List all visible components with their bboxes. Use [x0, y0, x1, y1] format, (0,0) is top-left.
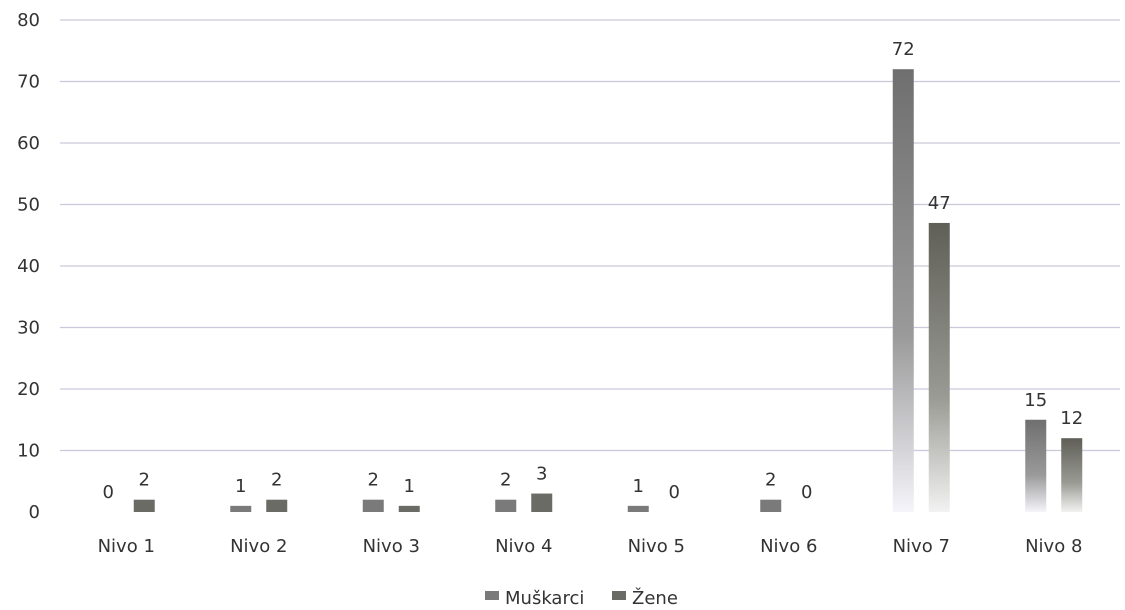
x-category-label: Nivo 4 [495, 536, 552, 557]
y-tick-label: 80 [17, 10, 40, 31]
data-label: 0 [103, 482, 114, 503]
data-label: 2 [500, 470, 511, 491]
data-label: 3 [536, 464, 547, 485]
gridlines [60, 19, 1120, 452]
legend-label: Muškarci [505, 588, 584, 609]
data-label: 2 [368, 470, 379, 491]
x-category-label: Nivo 2 [230, 536, 287, 557]
data-label: 2 [765, 470, 776, 491]
x-category-label: Nivo 7 [893, 536, 950, 557]
data-label: 0 [801, 482, 812, 503]
bar-zene [1061, 438, 1083, 512]
bar-muskarci [230, 505, 252, 512]
bars [133, 69, 1083, 512]
bar-muskarci [627, 505, 649, 512]
y-tick-label: 70 [17, 72, 40, 93]
data-label: 0 [669, 482, 680, 503]
legend-swatch [485, 591, 499, 600]
data-label: 15 [1024, 390, 1047, 411]
y-axis-ticks: 0 10 20 30 40 50 60 70 80 [17, 10, 40, 523]
bar-zene [133, 499, 155, 512]
x-axis-categories: Nivo 1 Nivo 2 Nivo 3 Nivo 4 Nivo 5 Nivo 6 Nivo… [98, 536, 1083, 557]
data-label: 1 [404, 476, 415, 497]
bar-zene [928, 222, 950, 512]
x-category-label: Nivo 8 [1025, 536, 1082, 557]
bar-muskarci [495, 499, 517, 512]
data-label: 2 [271, 470, 282, 491]
data-label: 1 [633, 476, 644, 497]
y-tick-label: 0 [29, 502, 40, 523]
data-label: 12 [1060, 408, 1083, 429]
data-label: 1 [235, 476, 246, 497]
bar-muskarci [1025, 419, 1047, 512]
data-label: 2 [139, 470, 150, 491]
x-category-label: Nivo 1 [98, 536, 155, 557]
data-label: 72 [892, 39, 915, 60]
bar-zene [266, 499, 288, 512]
bar-zene [531, 493, 553, 512]
data-label: 47 [928, 193, 951, 214]
bar-muskarci [892, 69, 914, 512]
x-category-label: Nivo 5 [628, 536, 685, 557]
y-tick-label: 10 [17, 441, 40, 462]
bar-zene [398, 505, 420, 512]
x-category-label: Nivo 3 [363, 536, 420, 557]
legend-swatch [612, 591, 626, 600]
bar-muskarci [760, 499, 782, 512]
legend: Muškarci Žene [485, 587, 678, 609]
x-category-label: Nivo 6 [760, 536, 817, 557]
y-tick-label: 50 [17, 195, 40, 216]
bar-muskarci [362, 499, 384, 512]
y-tick-label: 30 [17, 318, 40, 339]
y-tick-label: 40 [17, 256, 40, 277]
legend-label: Žene [632, 587, 678, 609]
y-tick-label: 20 [17, 379, 40, 400]
y-tick-label: 60 [17, 133, 40, 154]
